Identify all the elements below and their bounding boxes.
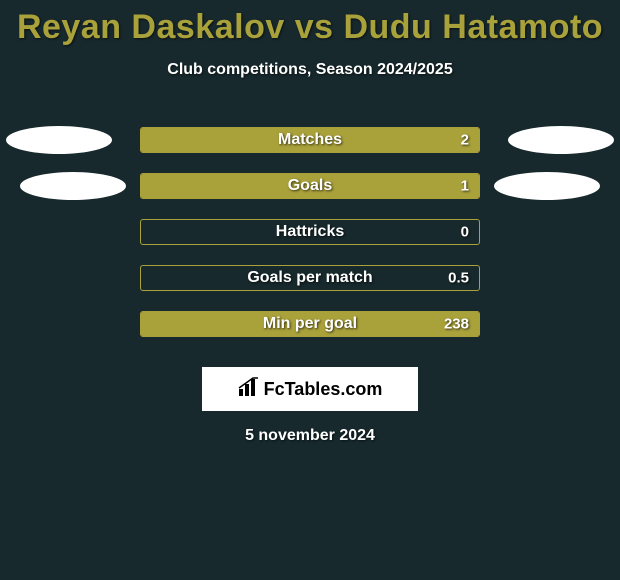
bar-track: Matches 2 [140,127,480,153]
bar-track: Hattricks 0 [140,219,480,245]
stat-value: 2 [461,132,469,149]
stat-row: Min per goal 238 [0,301,620,347]
stat-label: Goals per match [247,269,372,287]
stat-label: Matches [278,131,342,149]
right-ellipse [508,126,614,154]
logo-box: FcTables.com [202,367,418,411]
stats-rows: Matches 2 Goals 1 Hattricks 0 Goals per match 0… [0,117,620,347]
bar-chart-icon [238,377,260,402]
stat-label: Hattricks [276,223,344,241]
date: 5 november 2024 [0,427,620,445]
stat-row: Goals 1 [0,163,620,209]
subtitle: Club competitions, Season 2024/2025 [0,61,620,79]
stat-value: 238 [444,316,469,333]
stat-row: Hattricks 0 [0,209,620,255]
bar-track: Goals 1 [140,173,480,199]
stat-row: Goals per match 0.5 [0,255,620,301]
left-ellipse [20,172,126,200]
player2-name: Dudu Hatamoto [343,8,603,46]
stat-value: 0.5 [448,270,469,287]
left-ellipse [6,126,112,154]
bar-track: Goals per match 0.5 [140,265,480,291]
stat-label: Goals [288,177,332,195]
stat-value: 1 [461,178,469,195]
vs-text: vs [285,8,344,46]
page-title: Reyan Daskalov vs Dudu Hatamoto [0,0,620,47]
stat-row: Matches 2 [0,117,620,163]
right-ellipse [494,172,600,200]
logo-text: FcTables.com [264,379,383,400]
stat-label: Min per goal [263,315,357,333]
stat-value: 0 [461,224,469,241]
player1-name: Reyan Daskalov [17,8,285,46]
bar-track: Min per goal 238 [140,311,480,337]
